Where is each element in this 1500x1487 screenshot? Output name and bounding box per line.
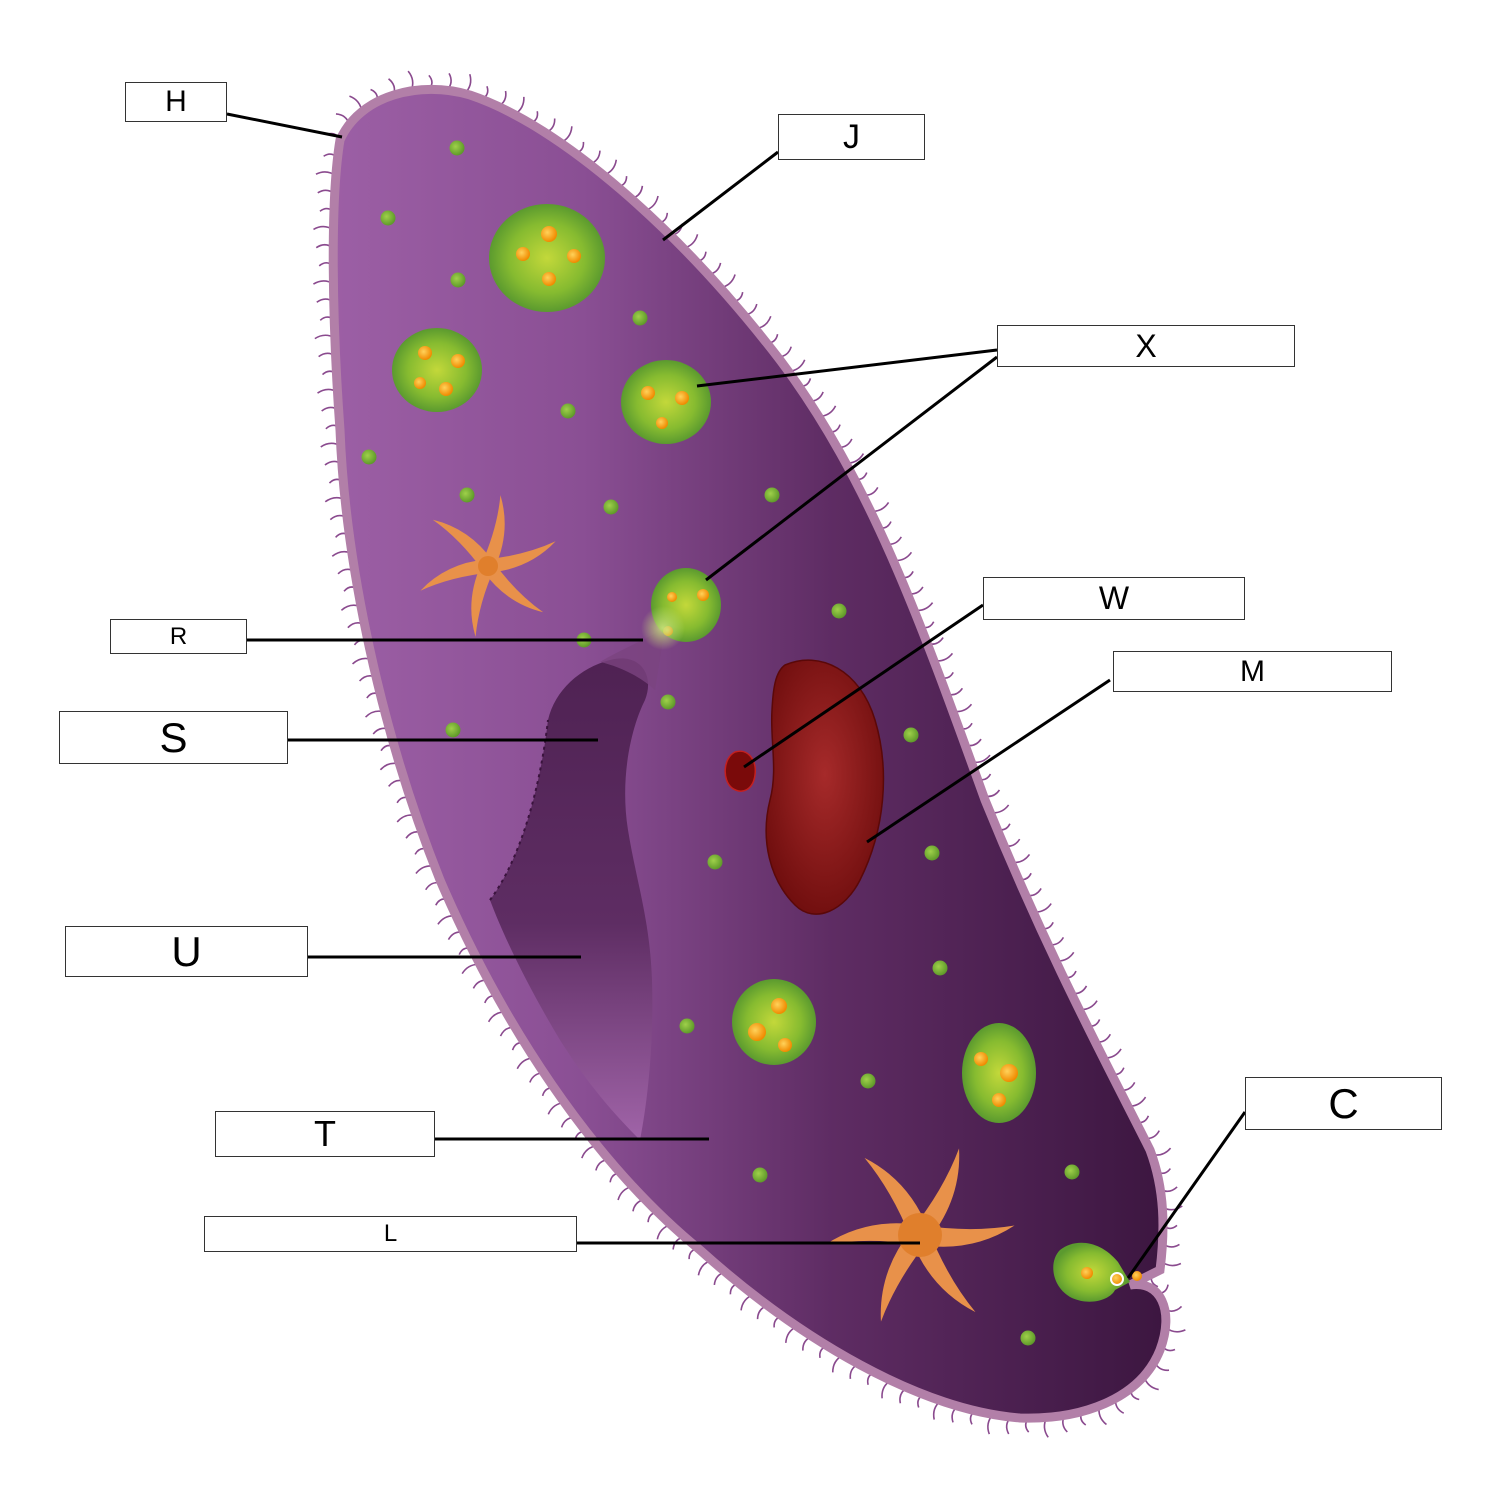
food-particle	[992, 1093, 1006, 1107]
cytoplasm-particle	[1020, 1330, 1036, 1346]
label-H: H	[125, 82, 227, 122]
leader-lines	[226, 112, 1247, 1279]
contractile-vacuole-anterior	[420, 495, 556, 637]
cytoplasm-particle	[361, 449, 377, 465]
radiating-canal	[485, 541, 556, 573]
food-particle	[567, 249, 581, 263]
food-vacuole	[489, 204, 605, 312]
cytoplasm-particle	[1064, 1164, 1080, 1180]
food-vacuole	[392, 328, 482, 412]
cytoplasm-particle	[632, 310, 648, 326]
food-particle	[516, 247, 530, 261]
food-particle	[418, 346, 432, 360]
label-L: L	[204, 1216, 577, 1252]
anal-pore-particle	[1110, 1272, 1124, 1286]
label-W: W	[983, 577, 1245, 620]
cytoplasm-particles	[361, 140, 1080, 1346]
food-vacuole	[962, 1023, 1036, 1123]
food-particle	[748, 1023, 766, 1041]
leader-line-C	[1126, 1111, 1247, 1279]
cytoplasm-particle	[932, 960, 948, 976]
cytoplasm-particle	[752, 1167, 768, 1183]
cytoplasm-particle	[449, 140, 465, 156]
leader-line-H	[226, 112, 343, 139]
label-R: R	[110, 619, 247, 654]
label-M: M	[1113, 651, 1392, 692]
label-C: C	[1245, 1077, 1442, 1130]
food-particle	[1000, 1064, 1018, 1082]
cytoplasm-particle	[831, 603, 847, 619]
food-particle	[667, 592, 677, 602]
radiating-canal	[471, 564, 495, 637]
food-particle	[541, 226, 557, 242]
food-particle	[771, 998, 787, 1014]
food-particle	[439, 382, 453, 396]
food-particle	[974, 1052, 988, 1066]
cell-body	[328, 84, 1171, 1423]
leader-line-W	[743, 603, 984, 769]
leader-line-X1	[696, 348, 998, 388]
radiating-canal	[420, 559, 491, 591]
leader-line-J	[662, 150, 779, 242]
cytoplasm-particle	[459, 487, 475, 503]
radiating-canal	[432, 519, 493, 572]
food-particle	[697, 589, 709, 601]
cytoplasm-particle	[660, 694, 676, 710]
contractile-vacuole-core	[478, 556, 498, 576]
label-T: T	[215, 1111, 435, 1157]
label-S: S	[59, 711, 288, 764]
label-U: U	[65, 926, 308, 977]
cytoplasm-particle	[450, 272, 466, 288]
cytoplasm-particle	[445, 722, 461, 738]
anal-pore-particle	[1081, 1267, 1093, 1279]
cytoplasm-particle	[903, 727, 919, 743]
food-particle	[414, 377, 426, 389]
cytoplasm-particle	[707, 854, 723, 870]
food-vacuoles	[392, 204, 1036, 1123]
cytoplasm-particle	[764, 487, 780, 503]
radiating-canal	[483, 560, 544, 613]
cytoplasm-particle	[560, 403, 576, 419]
radiating-canal	[481, 495, 505, 568]
food-particle	[675, 391, 689, 405]
contractile-vacuole-posterior	[825, 1148, 1015, 1322]
food-vacuole	[621, 360, 711, 444]
radiating-canal	[919, 1225, 1015, 1247]
food-particle	[778, 1038, 792, 1052]
cytoplasm-particle	[924, 845, 940, 861]
cytoplasm-particle	[603, 499, 619, 515]
food-particle	[641, 386, 655, 400]
forming-vacuole-glow	[641, 606, 685, 650]
micronucleus	[724, 750, 756, 792]
oral-groove	[490, 658, 653, 1140]
label-X: X	[997, 325, 1295, 367]
label-J: J	[778, 114, 925, 160]
food-particle	[451, 354, 465, 368]
contractile-vacuole-core	[898, 1213, 942, 1257]
radiating-canal	[825, 1223, 921, 1245]
food-particle	[542, 272, 556, 286]
cytoplasm-particle	[679, 1018, 695, 1034]
cytoplasm-particle	[860, 1073, 876, 1089]
leader-line-M	[866, 678, 1111, 844]
cytoplasm-particle	[380, 210, 396, 226]
macronucleus	[765, 659, 885, 915]
food-vacuole	[732, 979, 816, 1065]
anal-pore-particle	[1132, 1271, 1142, 1281]
leader-line-X2	[705, 355, 998, 582]
food-particle	[656, 417, 668, 429]
